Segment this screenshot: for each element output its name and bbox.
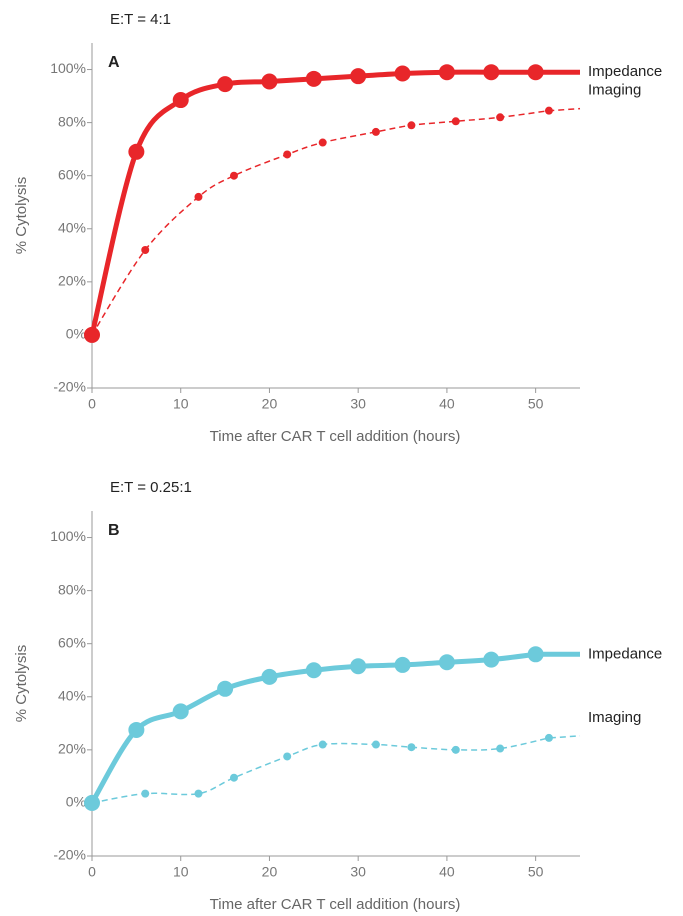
data-point: [141, 789, 150, 798]
data-point: [483, 64, 500, 81]
data-point: [88, 330, 96, 339]
data-point: [305, 662, 322, 679]
data-point: [350, 68, 367, 85]
data-point: [350, 658, 367, 675]
x-tick-label: 10: [173, 864, 189, 880]
data-point: [283, 150, 292, 159]
x-tick-label: 50: [528, 864, 544, 880]
y-tick-label: 60%: [58, 166, 86, 182]
data-point: [229, 773, 238, 782]
series-line: [91, 107, 581, 336]
subtitle: E:T = 4:1: [110, 11, 171, 28]
y-tick-label: 60%: [58, 634, 86, 650]
data-point: [451, 745, 460, 754]
y-tick-label: 20%: [58, 273, 86, 289]
y-tick-label: 100%: [50, 60, 86, 76]
y-tick-label: 40%: [58, 219, 86, 235]
series-label: Imaging: [588, 709, 641, 726]
data-point: [407, 743, 416, 752]
y-tick-label: 80%: [58, 581, 86, 597]
data-point: [141, 246, 150, 254]
x-tick-label: 0: [88, 396, 96, 412]
x-tick-label: 30: [350, 396, 366, 412]
data-point: [451, 117, 460, 126]
data-point: [194, 192, 203, 201]
y-tick-label: 0%: [66, 326, 86, 342]
x-tick-label: 0: [88, 864, 96, 880]
data-point: [229, 171, 238, 180]
x-tick-label: 40: [439, 864, 455, 880]
y-tick-label: 0%: [66, 794, 86, 810]
data-point: [496, 113, 505, 122]
data-point: [527, 64, 544, 81]
x-tick-label: 40: [439, 396, 455, 412]
y-tick-label: 100%: [50, 528, 86, 544]
x-tick-label: 50: [528, 396, 544, 412]
data-point: [544, 106, 553, 115]
data-point: [172, 92, 189, 109]
data-point: [544, 733, 553, 742]
panel-label: B: [108, 522, 120, 539]
data-point: [394, 65, 411, 82]
data-point: [283, 752, 292, 761]
subtitle: E:T = 0.25:1: [110, 479, 192, 496]
y-tick-label: 40%: [58, 687, 86, 703]
data-point: [394, 656, 411, 673]
data-point: [88, 798, 96, 807]
series-line: [91, 735, 581, 804]
y-tick-label: -20%: [53, 379, 86, 395]
y-axis-label: % Cytolysis: [13, 645, 30, 723]
series-label: Imaging: [588, 82, 641, 99]
data-point: [305, 70, 322, 87]
data-point: [483, 651, 500, 668]
x-tick-label: 20: [262, 396, 278, 412]
x-tick-label: 10: [173, 396, 189, 412]
x-tick-label: 30: [350, 864, 366, 880]
series-label: Impedance: [588, 645, 662, 662]
y-tick-label: -20%: [53, 847, 86, 863]
data-point: [438, 654, 455, 671]
data-point: [261, 668, 278, 685]
data-point: [371, 127, 380, 136]
data-point: [527, 646, 544, 663]
data-point: [172, 703, 189, 720]
data-point: [128, 143, 145, 160]
data-point: [217, 76, 234, 93]
data-point: [194, 789, 203, 798]
data-point: [318, 740, 327, 749]
data-point: [318, 138, 327, 147]
data-point: [128, 721, 145, 738]
data-point: [371, 740, 380, 749]
data-point: [496, 744, 505, 753]
x-axis-label: Time after CAR T cell addition (hours): [210, 896, 461, 913]
data-point: [217, 680, 234, 697]
data-point: [261, 73, 278, 90]
y-tick-label: 20%: [58, 741, 86, 757]
series-line: [89, 69, 580, 336]
panel-label: A: [108, 54, 120, 71]
y-axis-label: % Cytolysis: [13, 177, 30, 255]
series-label: Impedance: [588, 63, 662, 80]
x-axis-label: Time after CAR T cell addition (hours): [210, 428, 461, 445]
data-point: [407, 121, 416, 130]
x-tick-label: 20: [262, 864, 278, 880]
series-line: [89, 651, 580, 805]
data-point: [438, 64, 455, 81]
y-tick-label: 80%: [58, 113, 86, 129]
